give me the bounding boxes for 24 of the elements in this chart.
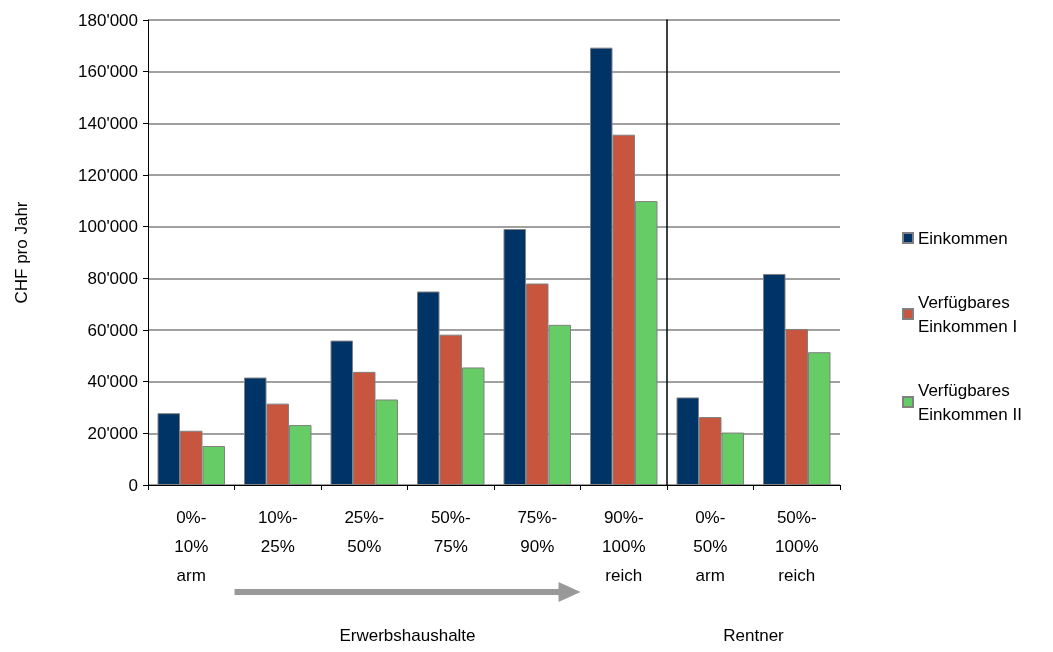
x-tick-label: 10%- 25% bbox=[257, 508, 298, 556]
x-tick-label: 90%- 100% reich bbox=[602, 508, 646, 585]
x-axis-title: Rentner bbox=[723, 626, 785, 645]
x-tick-label: 0%- 10% arm bbox=[174, 508, 209, 585]
legend-label: Verfügbares Einkommen I bbox=[918, 292, 1018, 336]
y-tick-label: 160'000 bbox=[78, 62, 138, 82]
y-tick-label: 80'000 bbox=[87, 268, 138, 288]
x-tick-label: 50%- 100% reich bbox=[775, 508, 819, 585]
y-tick-label: 100'000 bbox=[78, 217, 138, 237]
legend-label: Einkommen bbox=[918, 228, 1008, 248]
y-tick-label: 60'000 bbox=[87, 320, 138, 340]
x-axis-title: Erwerbshaushalte bbox=[339, 626, 476, 645]
legend-label: Verfügbares Einkommen II bbox=[918, 380, 1022, 424]
y-tick-label: 0 bbox=[128, 475, 138, 495]
y-tick-label: 120'000 bbox=[78, 165, 138, 185]
y-tick-label: 40'000 bbox=[87, 372, 138, 392]
x-tick-label: 0%- 50% arm bbox=[693, 508, 728, 585]
y-tick-label: 20'000 bbox=[87, 423, 138, 443]
y-axis-title: CHF pro Jahr bbox=[12, 201, 31, 304]
x-tick-label: 75%- 90% bbox=[517, 508, 558, 556]
y-tick-label: 180'000 bbox=[78, 10, 138, 30]
y-tick-label: 140'000 bbox=[78, 113, 138, 133]
x-tick-label: 25%- 50% bbox=[344, 508, 385, 556]
x-tick-label: 50%- 75% bbox=[430, 508, 471, 556]
